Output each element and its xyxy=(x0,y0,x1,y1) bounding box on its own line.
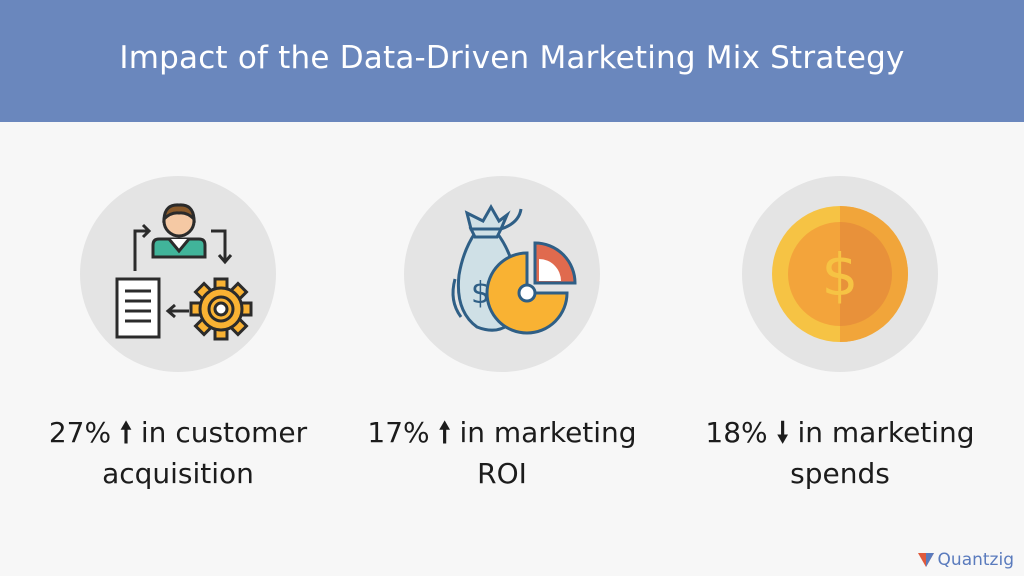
stat-label-line2: acquisition xyxy=(102,457,254,490)
brand-name: Quantzig xyxy=(937,550,1014,570)
svg-text:$: $ xyxy=(822,241,859,309)
arrow-up-icon: 🠕 xyxy=(119,416,132,449)
stat-text: 27% 🠕 in customer acquisition xyxy=(28,412,328,494)
gold-coin-icon: $ xyxy=(772,206,908,342)
icon-circle: $ xyxy=(404,176,600,372)
stat-label-line1: in marketing xyxy=(797,416,975,449)
stat-text: 18% 🠗 in marketing spends xyxy=(690,412,990,494)
icon-circle: $ xyxy=(742,176,938,372)
quantzig-logo-icon xyxy=(917,553,934,567)
arrow-down-icon: 🠗 xyxy=(776,416,789,449)
stat-card-marketing-spends: $ 18% 🠗 in marketing spends xyxy=(690,176,990,516)
page-title: Impact of the Data-Driven Marketing Mix … xyxy=(119,40,905,76)
money-bag-pie-chart-icon: $ xyxy=(451,203,577,335)
brand-logo: Quantzig xyxy=(917,550,1014,570)
stat-value: 27% xyxy=(48,416,112,449)
header-banner: Impact of the Data-Driven Marketing Mix … xyxy=(0,0,1024,122)
stat-label-line2: spends xyxy=(790,457,890,490)
arrow-up-icon: 🠕 xyxy=(438,416,451,449)
svg-text:$: $ xyxy=(471,276,490,311)
stat-label-line2: ROI xyxy=(477,457,527,490)
stat-label-line1: in marketing xyxy=(459,416,637,449)
stat-card-marketing-roi: $ 17% 🠕 in marketing ROI xyxy=(352,176,652,516)
stat-text: 17% 🠕 in marketing ROI xyxy=(352,412,652,494)
stat-label-line1: in customer xyxy=(140,416,308,449)
stat-value: 17% xyxy=(367,416,430,449)
customer-acquisition-icon xyxy=(115,203,253,341)
stat-card-customer-acquisition: 27% 🠕 in customer acquisition xyxy=(28,176,328,516)
icon-circle xyxy=(80,176,276,372)
stat-value: 18% xyxy=(705,416,768,449)
